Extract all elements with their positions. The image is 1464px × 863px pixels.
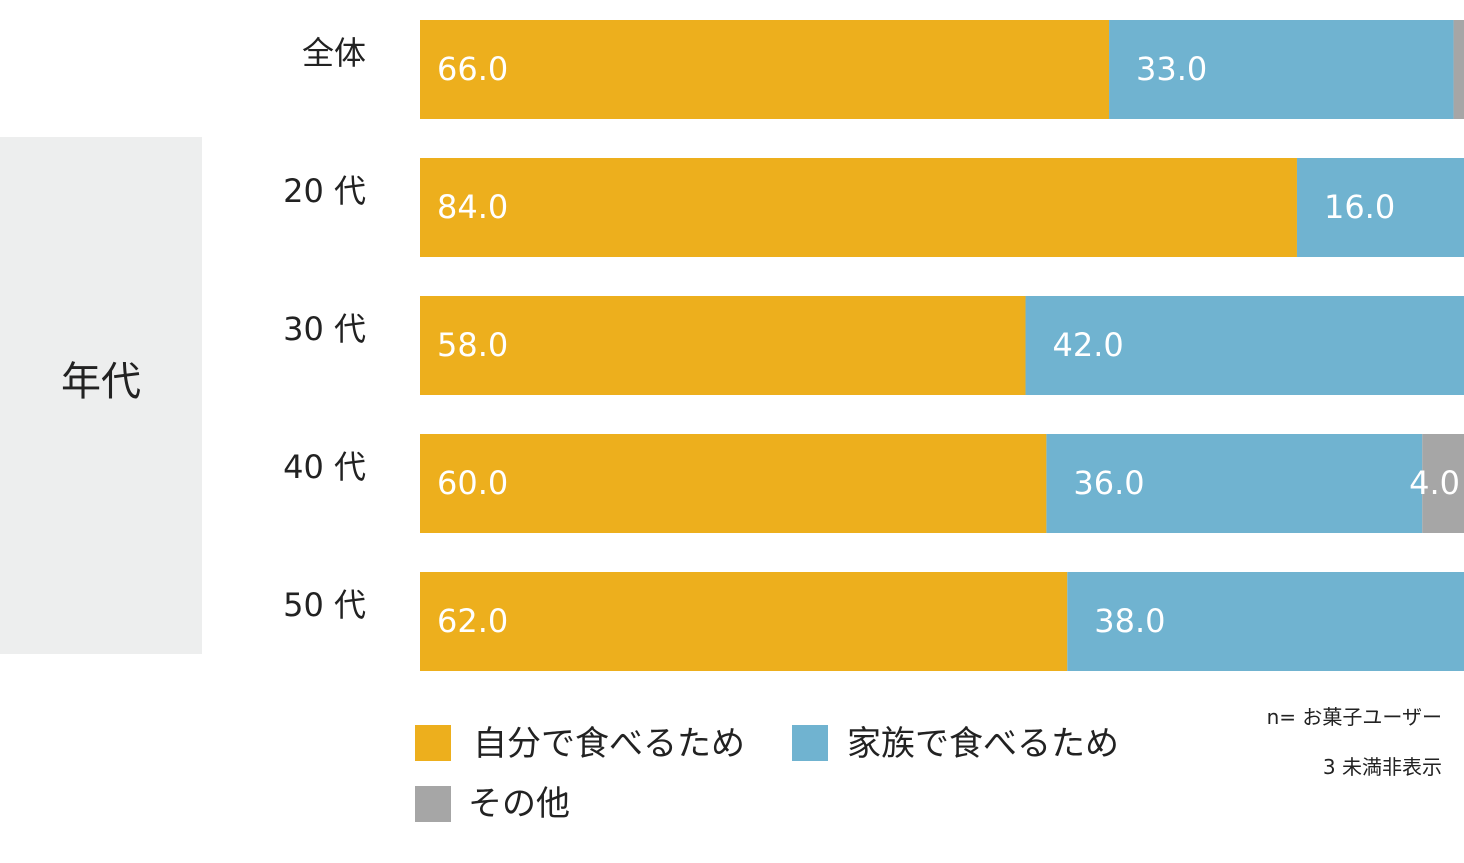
bar-value-4-0: 62.0 [437, 602, 508, 640]
bar-segment-0-2 [1453, 20, 1464, 119]
bar-value-1-0: 84.0 [437, 188, 508, 226]
legend: 自分で食べるため 家族で食べるため その他 [415, 724, 1119, 824]
row-label-0: 全体 [302, 34, 366, 72]
bar-segment-2-0 [420, 296, 1026, 395]
bar-segment-3-1 [1046, 434, 1423, 533]
bar-value-3-0: 60.0 [437, 464, 508, 502]
bar-segment-1-1 [1296, 158, 1464, 257]
threshold-note: 3 未満非表示 [1323, 755, 1442, 779]
bar-segment-0-0 [420, 20, 1110, 119]
row-label-4: 50 代 [283, 586, 366, 624]
bar-value-2-0: 58.0 [437, 326, 508, 364]
bar-segment-0-1 [1109, 20, 1454, 119]
bar-segment-2-1 [1025, 296, 1464, 395]
bar-segment-4-0 [420, 572, 1068, 671]
bar-rows: 全体 66.0 33.0 20 代 84.0 16.0 30 代 58.0 42.0 40 代 60… [283, 20, 1464, 671]
bar-value-0-1: 33.0 [1136, 50, 1207, 88]
bar-value-1-1: 16.0 [1324, 188, 1395, 226]
bar-value-3-1: 36.0 [1073, 464, 1144, 502]
row-label-3: 40 代 [283, 448, 366, 486]
bar-value-2-1: 42.0 [1053, 326, 1124, 364]
group-label: 年代 [61, 359, 141, 405]
legend-label-family: 家族で食べるため [847, 724, 1119, 764]
bar-segment-3-0 [420, 434, 1047, 533]
bar-segment-1-0 [420, 158, 1297, 257]
sample-note: n= お菓子ユーザー [1267, 705, 1442, 729]
legend-label-other: その他 [468, 784, 570, 824]
bar-segment-3-2 [1422, 434, 1464, 533]
row-label-2: 30 代 [283, 310, 366, 348]
bar-value-4-1: 38.0 [1094, 602, 1165, 640]
legend-swatch-self [415, 725, 451, 761]
bar-value-3-2: 4.0 [1409, 464, 1460, 502]
legend-swatch-other [415, 786, 451, 822]
bar-value-0-0: 66.0 [437, 50, 508, 88]
row-label-1: 20 代 [283, 172, 366, 210]
bar-segment-4-1 [1067, 572, 1464, 671]
legend-swatch-family [792, 725, 828, 761]
legend-label-self: 自分で食べるため [473, 724, 745, 764]
group-band [0, 137, 202, 654]
